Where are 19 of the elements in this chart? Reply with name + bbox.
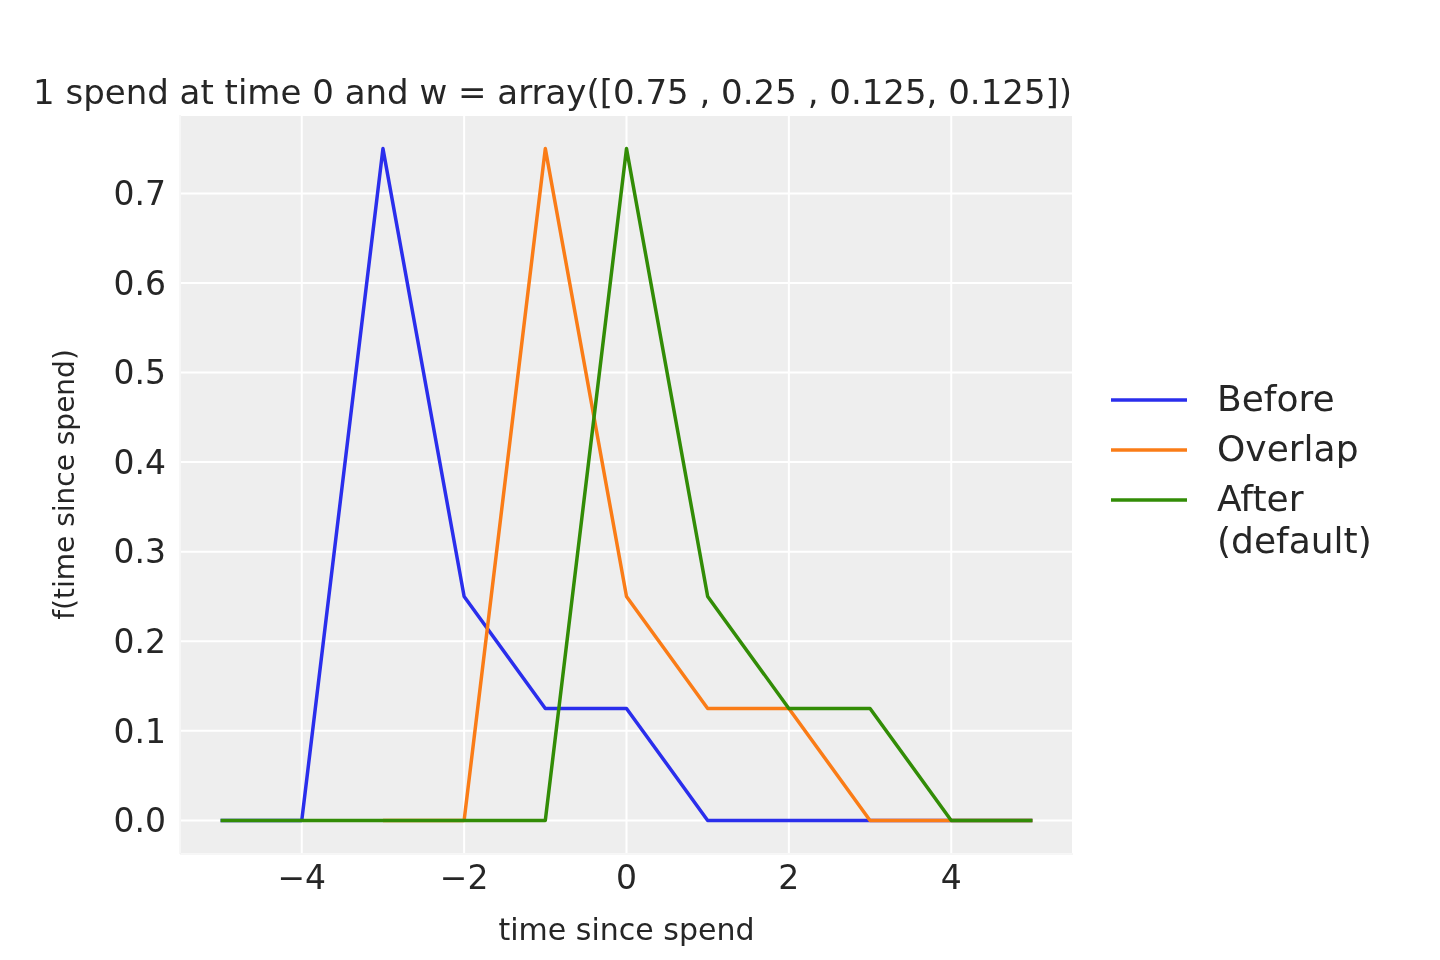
legend-label: Before xyxy=(1217,378,1335,420)
legend-label: After (default) xyxy=(1217,478,1372,562)
x-axis-title: time since spend xyxy=(498,912,755,947)
y-tick-label: 0.2 xyxy=(113,621,166,661)
y-tick-label: 0.3 xyxy=(113,532,166,572)
x-tick-label: −4 xyxy=(277,858,327,898)
x-tick-label: 2 xyxy=(778,858,800,898)
y-tick-label: 0.5 xyxy=(113,353,166,393)
y-tick-label: 0.4 xyxy=(113,442,166,482)
y-tick-label: 0.0 xyxy=(113,801,166,841)
chart-title: 1 spend at time 0 and w = array([0.75 , 0.25 , 0.125, 0.125]) xyxy=(33,72,1073,112)
y-tick-label: 0.6 xyxy=(113,263,166,303)
x-tick-label: 4 xyxy=(940,858,962,898)
y-tick-label: 0.1 xyxy=(113,711,166,751)
y-tick-label: 0.7 xyxy=(113,174,166,214)
y-axis-title: f(time since spend) xyxy=(47,349,81,620)
x-tick-label: 0 xyxy=(616,858,637,898)
x-tick-label: −2 xyxy=(439,858,489,898)
legend-label: Overlap xyxy=(1217,428,1359,470)
